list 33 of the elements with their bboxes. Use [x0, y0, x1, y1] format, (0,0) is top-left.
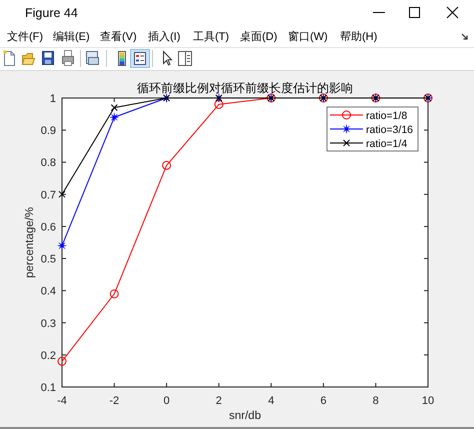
- x-tick-label: 4: [268, 395, 274, 407]
- caption: Figure 44: [25, 6, 78, 20]
- x-tick-label: -2: [109, 395, 120, 407]
- text: 文件(F): [7, 30, 44, 43]
- text: 桌面(D): [240, 30, 278, 43]
- x-tick-label: 6: [320, 395, 326, 407]
- y-tick-label: 0.9: [40, 125, 56, 138]
- y-tick-label: 1: [50, 93, 56, 105]
- x-tick-label: 2: [216, 395, 222, 407]
- text: 帮助(H): [340, 30, 378, 43]
- x-axis-title: snr/db: [229, 410, 261, 422]
- x-tick-label: 10: [422, 395, 434, 407]
- legend-label: ratio=3/16: [366, 124, 414, 136]
- y-tick-label: 0.6: [40, 221, 56, 234]
- text: 窗口(W): [288, 30, 328, 43]
- text: 查看(V): [100, 30, 137, 43]
- y-tick-label: 0.3: [40, 318, 56, 330]
- y-axis-title: percentage/%: [24, 207, 36, 278]
- y-tick-label: 0.4: [40, 286, 56, 298]
- text: 工具(T): [193, 31, 230, 43]
- x-tick-label: 0: [164, 395, 170, 407]
- y-tick-label: 0.2: [40, 350, 56, 362]
- y-tick-label: 0.1: [40, 382, 56, 394]
- y-tick-label: 0.5: [40, 254, 56, 266]
- text: 编辑(E): [53, 30, 90, 43]
- legend-label: ratio=1/8: [366, 110, 408, 122]
- text: 插入(I): [148, 30, 180, 43]
- x-tick-label: -4: [57, 395, 67, 407]
- y-tick-label: 0.8: [40, 157, 56, 170]
- x-tick-label: 8: [372, 395, 379, 407]
- y-tick-label: 0.7: [40, 189, 56, 202]
- legend-label: ratio=1/4: [366, 138, 408, 150]
- chart-title: 循环前缀比例对循环前缀长度估计的影响: [137, 81, 353, 95]
